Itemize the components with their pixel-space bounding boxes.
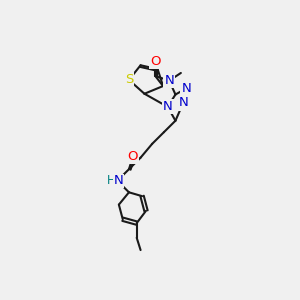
Text: N: N bbox=[178, 97, 188, 110]
Text: N: N bbox=[114, 174, 124, 187]
Text: O: O bbox=[150, 55, 160, 68]
Text: N: N bbox=[182, 82, 191, 95]
Text: O: O bbox=[128, 150, 138, 164]
Text: H: H bbox=[107, 174, 116, 187]
Text: N: N bbox=[163, 100, 172, 113]
Text: N: N bbox=[164, 74, 174, 87]
Text: S: S bbox=[125, 74, 133, 86]
